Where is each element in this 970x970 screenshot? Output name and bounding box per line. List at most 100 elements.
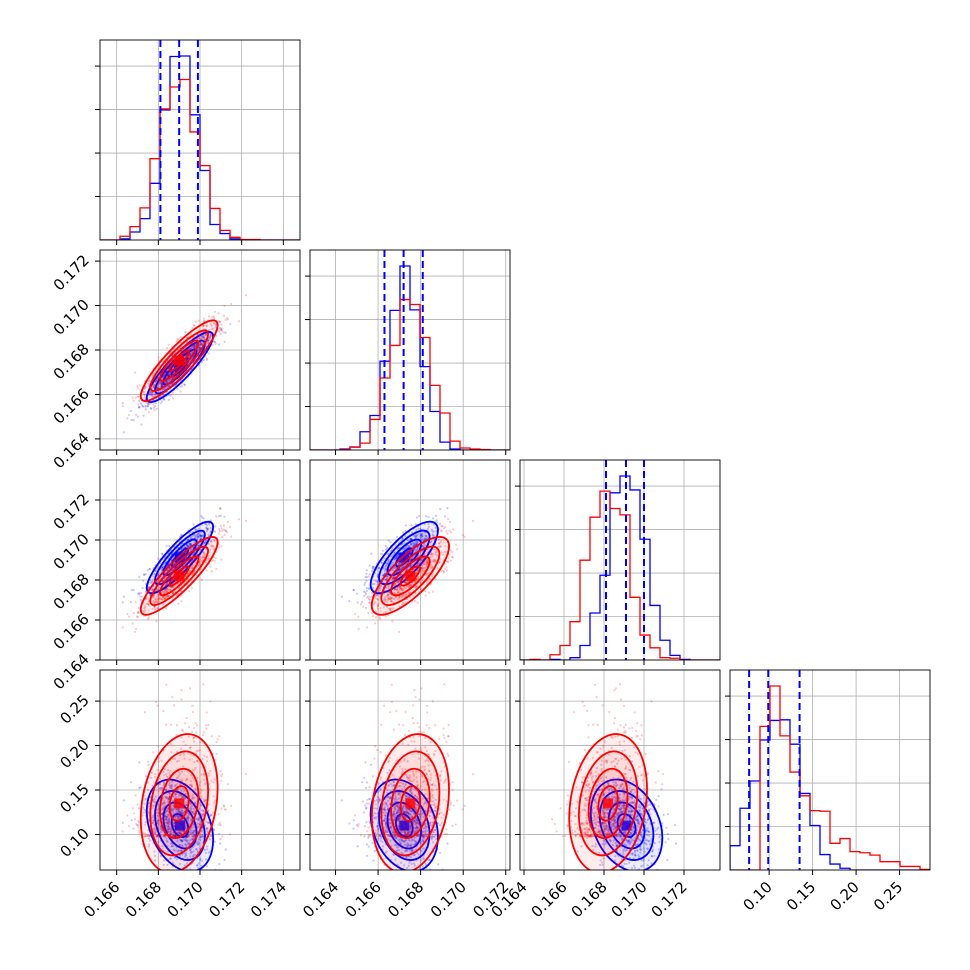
scatter-point — [164, 588, 167, 591]
scatter-point — [144, 405, 147, 408]
scatter-point — [463, 535, 466, 538]
scatter-point — [160, 575, 163, 578]
scatter-point — [196, 544, 199, 547]
scatter-point — [161, 566, 164, 569]
scatter-point — [134, 601, 137, 604]
scatter-point — [199, 548, 202, 551]
scatter-point — [223, 534, 226, 537]
scatter-point — [134, 794, 137, 797]
scatter-point — [152, 600, 155, 603]
scatter-point — [365, 589, 369, 593]
scatter-point — [131, 807, 134, 810]
scatter-point — [201, 324, 205, 328]
scatter-point — [219, 514, 222, 517]
scatter-point — [244, 519, 248, 522]
scatter-point — [205, 524, 209, 527]
scatter-point — [176, 388, 179, 391]
scatter-point — [187, 571, 190, 574]
scatter-point — [149, 581, 153, 584]
scatter-point — [155, 600, 159, 603]
scatter-point — [443, 567, 446, 570]
scatter-point — [152, 594, 155, 597]
scatter-point — [449, 559, 452, 562]
scatter-point — [136, 615, 139, 618]
panel-content — [340, 506, 475, 634]
scatter-point — [147, 609, 150, 612]
scatter-point — [205, 558, 209, 561]
scatter-point — [169, 394, 172, 397]
scatter-point — [127, 615, 131, 618]
scatter-point — [213, 322, 216, 325]
scatter-point — [202, 317, 206, 320]
scatter-point — [196, 724, 199, 727]
scatter-point — [454, 543, 457, 546]
scatter-point — [171, 391, 174, 394]
scatter-point — [168, 595, 171, 598]
scatter-point — [127, 413, 131, 417]
scatter-point — [368, 598, 371, 601]
panel-0-0 — [95, 39, 301, 245]
scatter-point — [223, 515, 226, 518]
scatter-point — [205, 358, 209, 361]
scatter-point — [167, 375, 170, 378]
hist-series-b — [310, 298, 510, 450]
scatter-point — [159, 402, 162, 405]
scatter-point — [163, 595, 166, 598]
scatter-point — [132, 611, 135, 615]
scatter-point — [162, 393, 165, 396]
scatter-point — [190, 548, 193, 551]
scatter-point — [162, 398, 166, 401]
scatter-point — [151, 587, 154, 590]
scatter-point — [170, 377, 173, 380]
scatter-point — [196, 532, 200, 535]
scatter-point — [163, 591, 166, 594]
scatter-point — [156, 566, 159, 570]
scatter-point — [159, 385, 162, 388]
scatter-point — [166, 374, 169, 378]
scatter-point — [217, 320, 220, 324]
scatter-point — [210, 327, 213, 331]
scatter-point — [147, 760, 150, 763]
scatter-point — [126, 814, 129, 817]
scatter-point — [151, 394, 154, 397]
scatter-point — [148, 567, 151, 571]
scatter-point — [161, 597, 165, 601]
scatter-point — [202, 335, 205, 338]
scatter-point — [207, 533, 210, 536]
scatter-point — [166, 595, 170, 598]
scatter-point — [226, 318, 229, 321]
scatter-point — [191, 553, 194, 556]
scatter-point — [210, 545, 213, 548]
scatter-point — [365, 569, 368, 572]
scatter-point — [185, 544, 189, 547]
scatter-point — [220, 558, 223, 561]
scatter-point — [445, 530, 448, 533]
scatter-point — [168, 374, 171, 378]
scatter-point — [221, 330, 224, 333]
scatter-point — [179, 390, 182, 393]
scatter-point — [217, 515, 221, 518]
scatter-point — [359, 603, 363, 606]
scatter-point — [132, 419, 135, 422]
scatter-point — [151, 373, 154, 376]
hist-series-b — [100, 78, 300, 240]
scatter-point — [193, 324, 196, 327]
scatter-point — [149, 393, 152, 396]
scatter-point — [168, 384, 171, 387]
scatter-point — [202, 517, 205, 520]
scatter-point — [197, 347, 200, 350]
scatter-point — [184, 722, 187, 725]
scatter-point — [134, 396, 137, 399]
scatter-point — [136, 415, 139, 418]
scatter-point — [224, 318, 227, 321]
scatter-point — [222, 331, 226, 334]
scatter-point — [206, 528, 209, 531]
scatter-point — [137, 606, 140, 610]
scatter-point — [142, 610, 145, 613]
scatter-point — [155, 620, 158, 623]
scatter-point — [219, 320, 222, 324]
scatter-point — [130, 418, 133, 421]
scatter-point — [148, 393, 152, 396]
scatter-point — [218, 330, 221, 333]
